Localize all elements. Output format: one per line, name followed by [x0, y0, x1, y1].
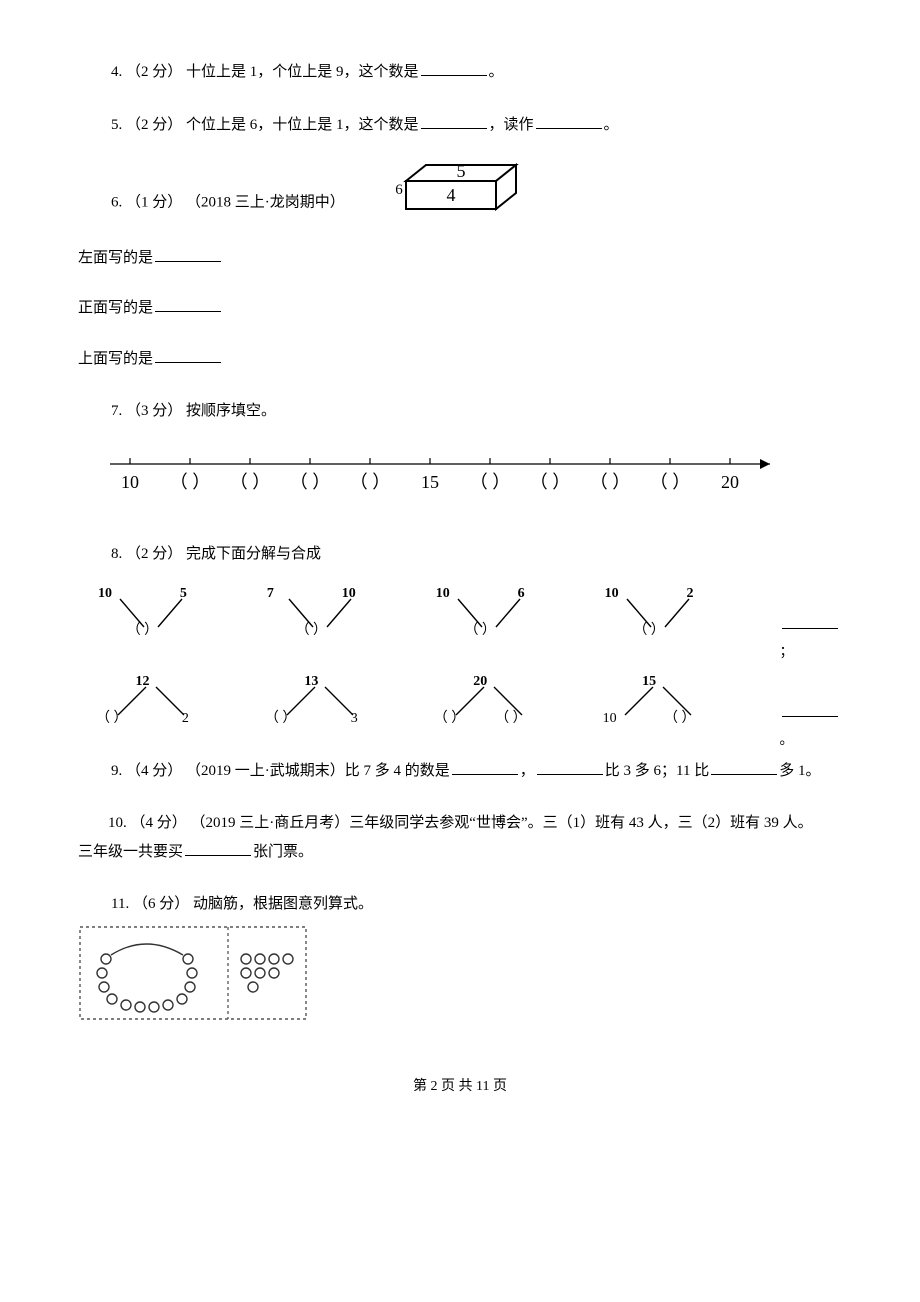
blank — [155, 247, 221, 262]
deco-item: 13 （ ） 3 — [265, 669, 358, 733]
question-5: 5. （2 分） 个位上是 6，十位上是 1，这个数是 ，读作 。 — [78, 111, 842, 140]
svg-text:（ ）: （ ） — [290, 472, 331, 492]
question-4: 4. （2 分） 十位上是 1，个位上是 9，这个数是 。 — [78, 58, 842, 87]
q6-pts: （1 分） — [126, 195, 182, 211]
q11-figure — [78, 925, 842, 1032]
q7-num: 7. — [111, 403, 122, 419]
q8-num: 8. — [111, 546, 122, 562]
decompose-row-2: 12 （ ） 2 13 （ ） 3 20 （ ） （ ） 15 10 — [96, 669, 842, 733]
question-11: 11. （6 分） 动脑筋，根据图意列算式。 — [78, 890, 842, 1031]
blank — [782, 615, 838, 629]
svg-text:（ ）: （ ） — [650, 472, 691, 492]
q6-top-label: 上面写的是 — [78, 351, 153, 367]
q9-t1: 比 7 多 4 的数是 — [345, 763, 450, 779]
q5-end: 。 — [604, 117, 619, 133]
blank — [421, 61, 487, 76]
svg-text:（ ）: （ ） — [590, 472, 631, 492]
svg-text:（ ）: （ ） — [230, 472, 271, 492]
question-10: 10. （4 分） （2019 三上·商丘月考）三年级同学去参观“世博会”。三（… — [78, 809, 842, 866]
q10-t1: 三年级同学去参观“世博会”。三（1）班有 43 人，三（2）班有 39 人。 — [349, 815, 812, 831]
deco-item: 20 （ ） （ ） — [434, 669, 527, 733]
q11-title: 动脑筋，根据图意列算式。 — [193, 896, 373, 912]
deco-item: 10 5 （ ） — [96, 581, 189, 645]
question-6: 6. （1 分） （2018 三上·龙岗期中） 5 4 6 左面写的是 正面写的… — [78, 163, 842, 373]
q9-t2: ， — [520, 763, 535, 779]
q11-pts: （6 分） — [133, 896, 189, 912]
question-9: 9. （4 分） （2019 一上·武城期末）比 7 多 4 的数是 ， 比 3 多… — [78, 757, 842, 786]
q4-end: 。 — [489, 64, 504, 80]
svg-text:（ ）: （ ） — [350, 472, 391, 492]
q7-title: 按顺序填空。 — [186, 403, 276, 419]
q5-text-pre: 个位上是 6，十位上是 1，这个数是 — [186, 117, 419, 133]
q6-src: （2018 三上·龙岗期中） — [186, 195, 345, 211]
q9-t4: 多 1。 — [779, 763, 820, 779]
box-left-label: 6 — [395, 182, 403, 198]
q4-text-pre: 十位上是 1，个位上是 9，这个数是 — [186, 64, 419, 80]
q10-num: 10. — [108, 815, 127, 831]
page-footer: 第 2 页 共 11 页 — [78, 1075, 842, 1095]
blank — [536, 114, 602, 129]
q4-num: 4. — [111, 64, 122, 80]
numline-start: 10 — [121, 472, 139, 492]
svg-text:（ ）: （ ） — [470, 472, 511, 492]
q6-num: 6. — [111, 195, 122, 211]
question-7: 7. （3 分） 按顺序填空。 — [78, 397, 842, 516]
deco-item: 12 （ ） 2 — [96, 669, 189, 733]
blank — [452, 760, 518, 775]
question-8: 8. （2 分） 完成下面分解与合成 10 5 （ ） 7 10 （ ） 10 … — [78, 540, 842, 733]
q9-t3: 比 3 多 6；11 比 — [605, 763, 709, 779]
q11-num: 11. — [111, 896, 129, 912]
q10-t2: 三年级一共要买 — [78, 844, 183, 860]
numline-mid: 15 — [421, 472, 439, 492]
q9-src: （2019 一上·武城期末） — [186, 763, 345, 779]
q8-pts: （2 分） — [126, 546, 182, 562]
box-top-label: 5 — [456, 163, 465, 181]
q4-pts: （2 分） — [126, 64, 182, 80]
blank — [782, 703, 838, 717]
number-line: 10 （ ） （ ） （ ） （ ） 15 （ ） （ ） （ ） （ ） 20 — [100, 442, 842, 517]
q10-pts: （4 分） — [131, 815, 187, 831]
q10-t3: 张门票。 — [253, 844, 313, 860]
blank — [537, 760, 603, 775]
q5-mid: ，读作 — [489, 117, 534, 133]
deco-item: 10 2 （ ） — [603, 581, 696, 645]
svg-text:（ ）: （ ） — [170, 472, 211, 492]
q10-src: （2019 三上·商丘月考） — [191, 815, 350, 831]
blank — [711, 760, 777, 775]
q5-pts: （2 分） — [126, 117, 182, 133]
box-front-label: 4 — [446, 185, 455, 205]
q5-num: 5. — [111, 117, 122, 133]
q6-front-label: 正面写的是 — [78, 300, 153, 316]
q6-left-label: 左面写的是 — [78, 250, 153, 266]
blank — [155, 348, 221, 363]
deco-item: 7 10 （ ） — [265, 581, 358, 645]
svg-text:（ ）: （ ） — [530, 472, 571, 492]
deco-item: 10 6 （ ） — [434, 581, 527, 645]
q8-title: 完成下面分解与合成 — [186, 546, 321, 562]
deco-item: 15 10 （ ） — [603, 669, 696, 733]
blank — [421, 114, 487, 129]
blank — [155, 297, 221, 312]
q7-pts: （3 分） — [126, 403, 182, 419]
q9-num: 9. — [111, 763, 122, 779]
numline-end: 20 — [721, 472, 739, 492]
decompose-row-1: 10 5 （ ） 7 10 （ ） 10 6 （ ） 10 2 （ — [96, 581, 842, 645]
blank — [185, 841, 251, 856]
cuboid-figure: 5 4 6 — [353, 163, 536, 244]
q9-pts: （4 分） — [126, 763, 182, 779]
